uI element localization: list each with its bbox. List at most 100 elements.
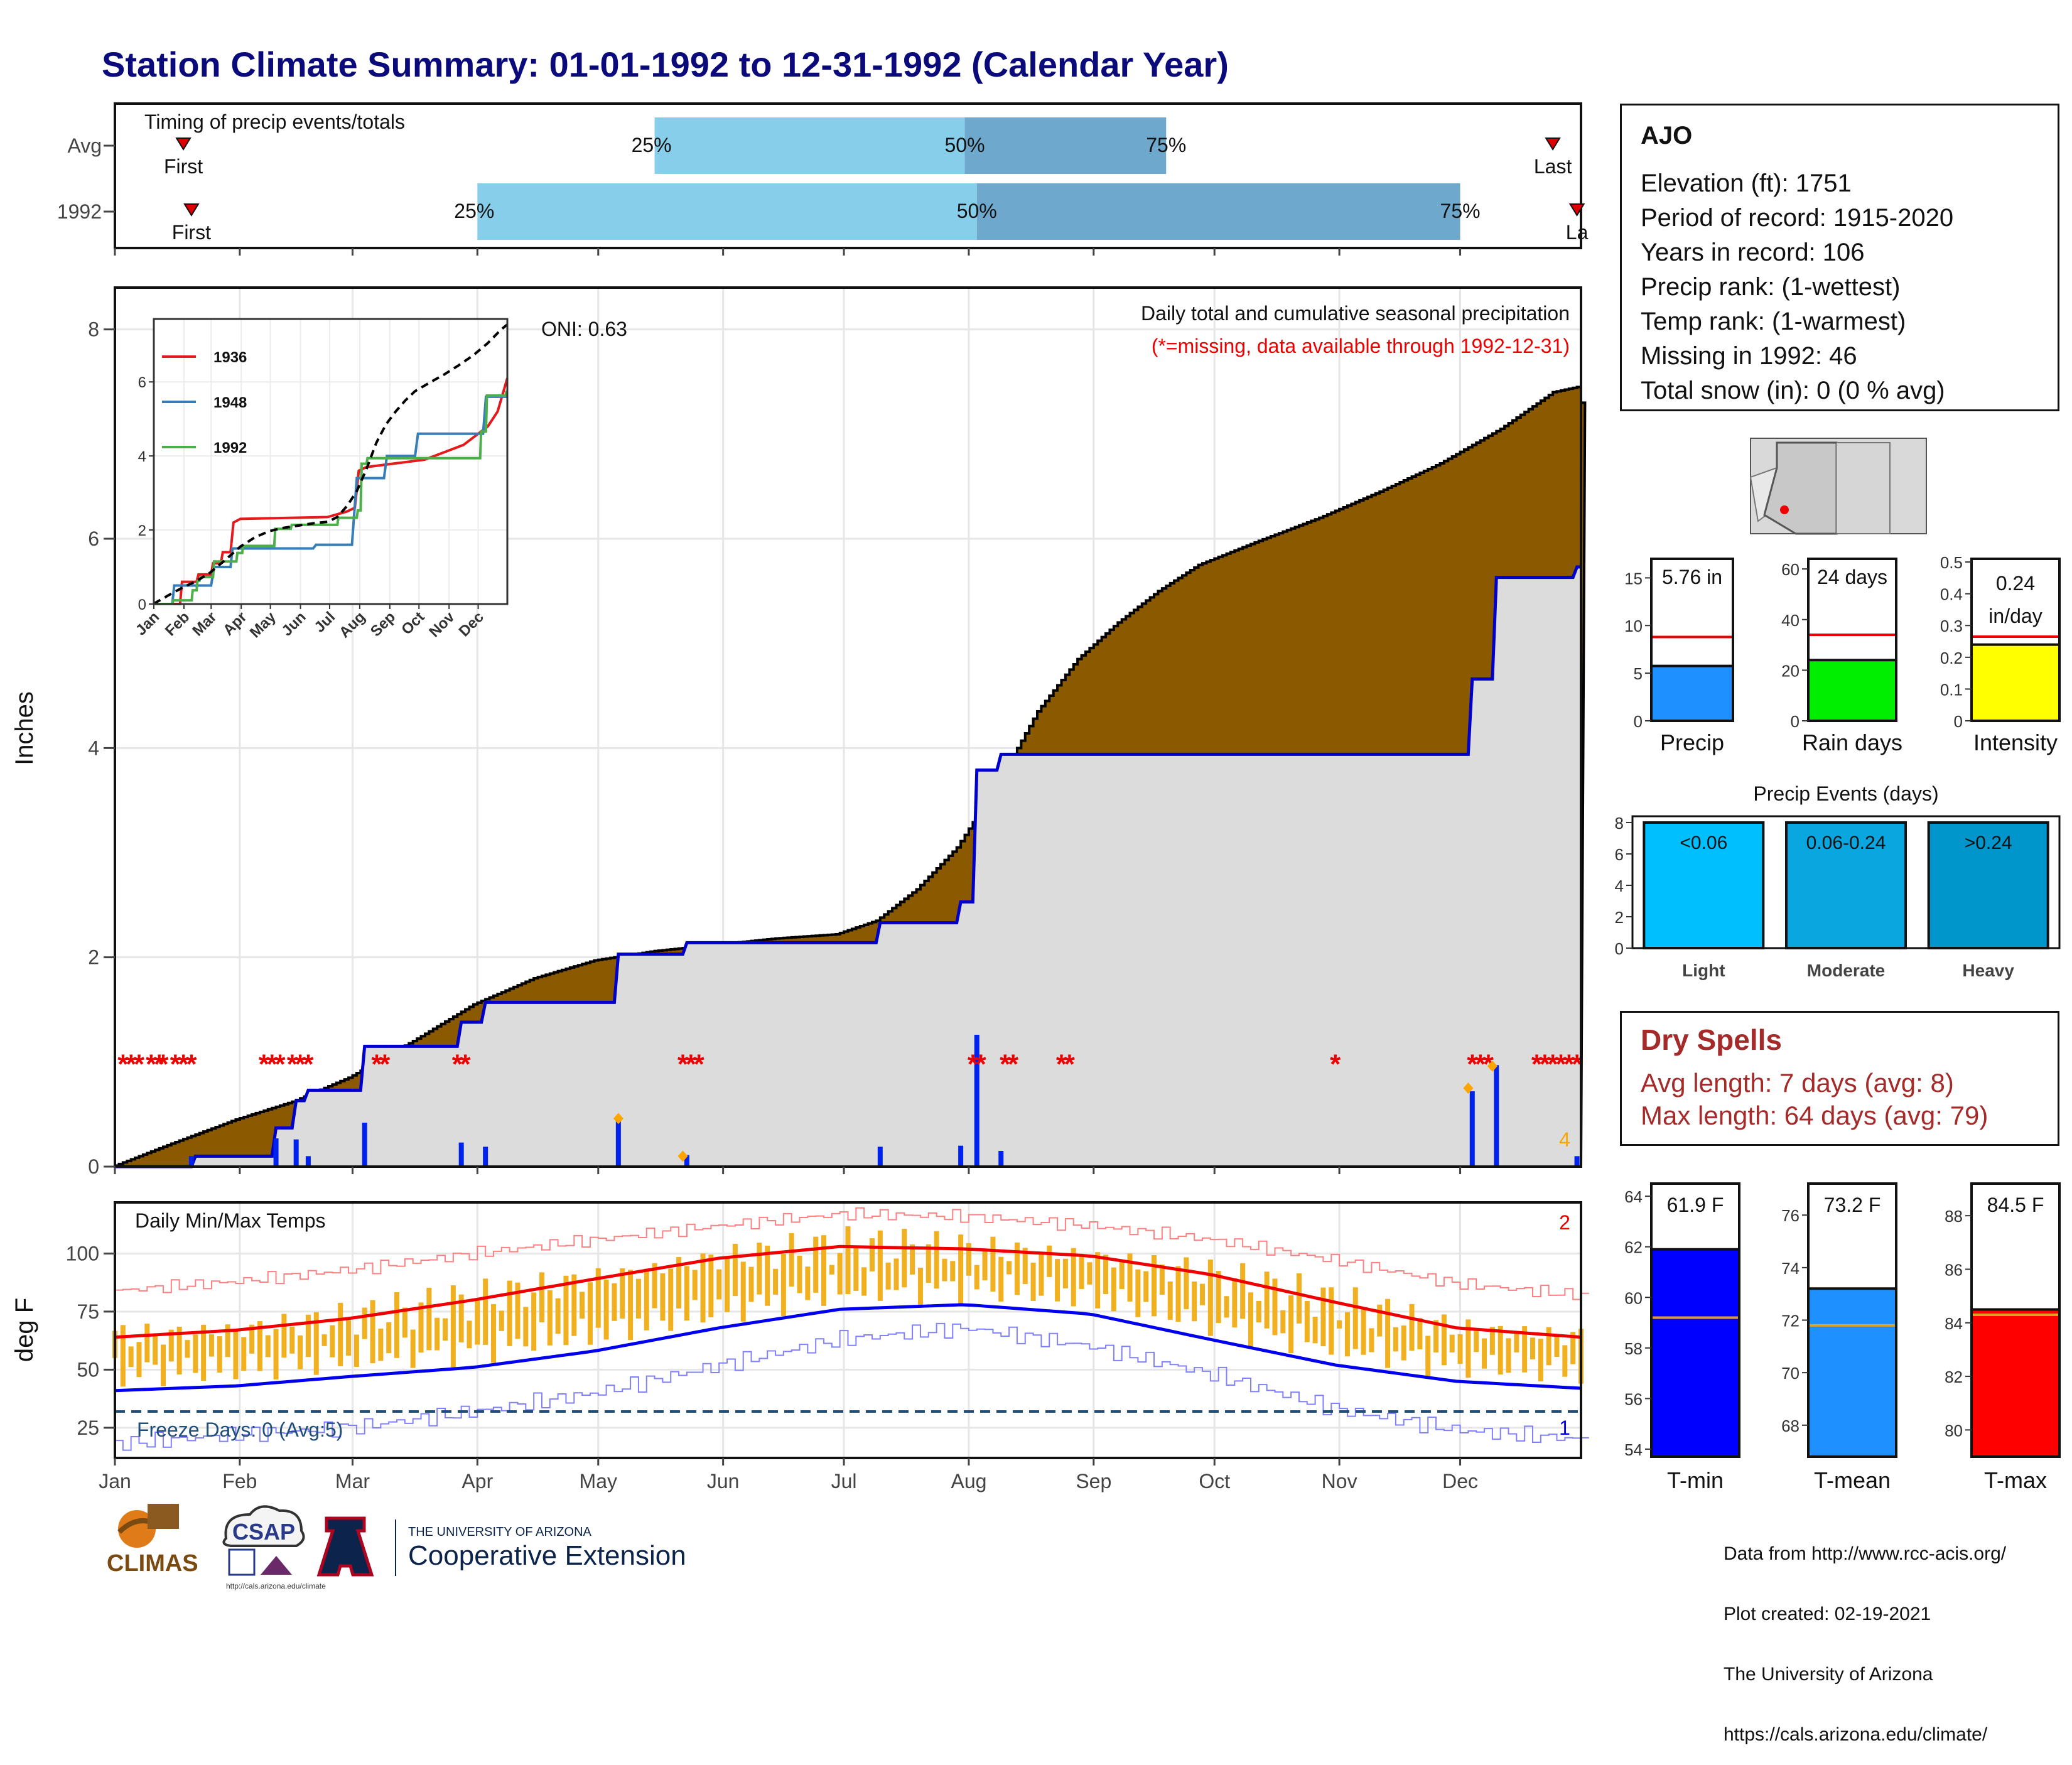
inset-legend-label: 1992 xyxy=(213,440,247,456)
station-total-snow: Total snow (in): 0 (0 % avg) xyxy=(1641,377,1945,404)
temp-stat-category-label: T-max xyxy=(1984,1467,2047,1493)
daily-temp-range-bar xyxy=(1184,1257,1189,1310)
daily-temp-range-bar xyxy=(1385,1298,1391,1368)
daily-temp-range-bar xyxy=(1522,1326,1528,1373)
daily-temp-range-bar xyxy=(450,1285,456,1369)
stat-y-tick-label: 0.4 xyxy=(1940,585,1963,604)
temp-stat-y-tick-label: 88 xyxy=(1945,1207,1963,1226)
daily-temp-range-bar xyxy=(1465,1319,1471,1378)
daily-temp-range-bar xyxy=(829,1265,834,1275)
temp-stat-y-tick-label: 72 xyxy=(1781,1312,1800,1330)
cumulative-1992-area xyxy=(115,567,1581,1167)
daily-temp-range-bar xyxy=(732,1243,738,1297)
stat-y-tick-label: 0 xyxy=(1954,712,1963,731)
timing-q75-label: 75% xyxy=(1146,134,1186,156)
daily-temp-range-bar xyxy=(1425,1336,1431,1376)
y-tick-label: 50 xyxy=(77,1358,99,1381)
events-y-tick-label: 4 xyxy=(1615,877,1624,895)
stat-y-tick-label: 0.2 xyxy=(1940,649,1963,667)
month-label: Sep xyxy=(1076,1470,1111,1492)
stat-bar xyxy=(1808,660,1896,721)
daily-temp-range-bar xyxy=(1562,1345,1568,1377)
daily-temp-range-bar xyxy=(1352,1287,1358,1349)
missing-day-marker: * xyxy=(186,1049,197,1079)
daily-precip-bar xyxy=(458,1142,464,1167)
dry-spells-avg: Avg length: 7 days (avg: 8) xyxy=(1641,1068,1954,1098)
first-event-label: First xyxy=(172,221,211,244)
daily-temp-range-bar xyxy=(942,1258,947,1282)
daily-precip-bar xyxy=(1469,1091,1475,1167)
stat-y-tick-label: 0.1 xyxy=(1940,680,1963,699)
first-event-marker xyxy=(175,138,192,151)
temps-y-label: deg F xyxy=(11,1298,38,1362)
main-chart-area: Timing of precip events/totals Avg 25% 50% 7… xyxy=(11,102,2061,1493)
csap-logo: CSAP http://cals.arizona.edu/climate xyxy=(222,1505,326,1590)
daily-precip-bar xyxy=(305,1156,311,1167)
month-label: Nov xyxy=(1322,1470,1357,1492)
daily-temp-range-bar xyxy=(362,1307,367,1339)
y-tick-label: 75 xyxy=(77,1300,99,1323)
daily-temp-range-bar xyxy=(612,1283,617,1321)
csap-logo-url: http://cals.arizona.edu/climate xyxy=(226,1582,326,1590)
daily-temp-range-bar xyxy=(257,1321,262,1371)
cumulative-corner-count: 4 xyxy=(1559,1128,1570,1151)
daily-temp-range-bar xyxy=(958,1234,964,1304)
daily-precip-bar xyxy=(877,1147,883,1167)
daily-temp-range-bar xyxy=(821,1235,827,1306)
daily-temp-range-bar xyxy=(885,1262,891,1290)
missing-day-marker: * xyxy=(178,1049,189,1079)
stat-y-tick-label: 10 xyxy=(1624,617,1643,635)
event-bar-label: >0.24 xyxy=(1965,833,2012,853)
stat-y-tick-label: 60 xyxy=(1781,560,1800,579)
missing-day-marker: * xyxy=(379,1049,391,1079)
stat-category-label: Intensity xyxy=(1973,730,2058,755)
daily-temp-range-bar xyxy=(1296,1273,1302,1324)
credit-url: https://cals.arizona.edu/climate/ xyxy=(1724,1724,1988,1745)
daily-temp-range-bar xyxy=(1127,1253,1133,1302)
first-event-label: First xyxy=(164,155,203,178)
dry-spells-box: Dry Spells Avg length: 7 days (avg: 8) M… xyxy=(1620,1011,2059,1146)
temp-stat-t-max: 80 82 84 86 88 84.5 F T-max xyxy=(1945,1182,2061,1493)
daily-precip-bar xyxy=(188,1156,194,1167)
stat-y-tick-label: 5 xyxy=(1634,664,1643,683)
temp-stat-y-tick-label: 68 xyxy=(1781,1417,1800,1435)
temp-stat-y-tick-label: 54 xyxy=(1624,1440,1643,1459)
daily-temp-range-bar xyxy=(1256,1300,1261,1323)
last-event-marker xyxy=(1568,203,1585,217)
last-event-marker xyxy=(1545,138,1561,151)
y-tick-label: 4 xyxy=(88,737,99,759)
events-y-tick-label: 0 xyxy=(1615,939,1624,958)
daily-temp-range-bar xyxy=(917,1267,923,1305)
timing-bar-q50-q75 xyxy=(976,183,1460,240)
page-title: Station Climate Summary: 01-01-1992 to 1… xyxy=(102,45,1229,84)
daily-temp-range-bar xyxy=(507,1280,512,1346)
timing-bar-q50-q75 xyxy=(964,117,1167,174)
timing-row-label: Avg xyxy=(67,134,102,157)
station-precip-rank: Precip rank: (1-wettest) xyxy=(1641,273,1901,301)
daily-temp-range-bar xyxy=(168,1329,174,1362)
daily-temp-range-bar xyxy=(531,1292,537,1351)
temp-stat-category-label: T-min xyxy=(1667,1467,1724,1493)
daily-temp-range-bar xyxy=(765,1245,770,1306)
temp-stat-y-tick-label: 60 xyxy=(1624,1288,1643,1307)
missing-day-marker: * xyxy=(686,1049,697,1079)
daily-temp-range-bar xyxy=(1489,1327,1495,1355)
inset-series-line-1948 xyxy=(154,395,507,605)
daily-temp-range-bar xyxy=(120,1325,126,1387)
missing-day-marker: * xyxy=(1540,1049,1551,1079)
daily-precip-bar xyxy=(615,1118,621,1167)
daily-temp-range-bar xyxy=(934,1231,939,1289)
record-min-line xyxy=(115,1322,1589,1451)
timing-bar-q25-q50 xyxy=(477,183,977,240)
temp-stat-y-tick-label: 58 xyxy=(1624,1339,1643,1358)
precip-stat-intensity: 0 0.1 0.2 0.3 0.4 0.5 0.24 in/day Intensity xyxy=(1940,553,2061,755)
station-temp-rank: Temp rank: (1-warmest) xyxy=(1641,308,1906,335)
daily-precip-bar xyxy=(362,1123,367,1167)
cumulative-y-label: Inches xyxy=(11,691,38,765)
event-bar-heavy xyxy=(1927,821,2049,949)
record-max-line xyxy=(115,1207,1589,1300)
stat-bar xyxy=(1651,666,1733,721)
temp-stat-y-tick-label: 74 xyxy=(1781,1259,1800,1278)
daily-temp-range-bar xyxy=(490,1304,496,1363)
daily-temp-range-bar xyxy=(410,1329,416,1368)
